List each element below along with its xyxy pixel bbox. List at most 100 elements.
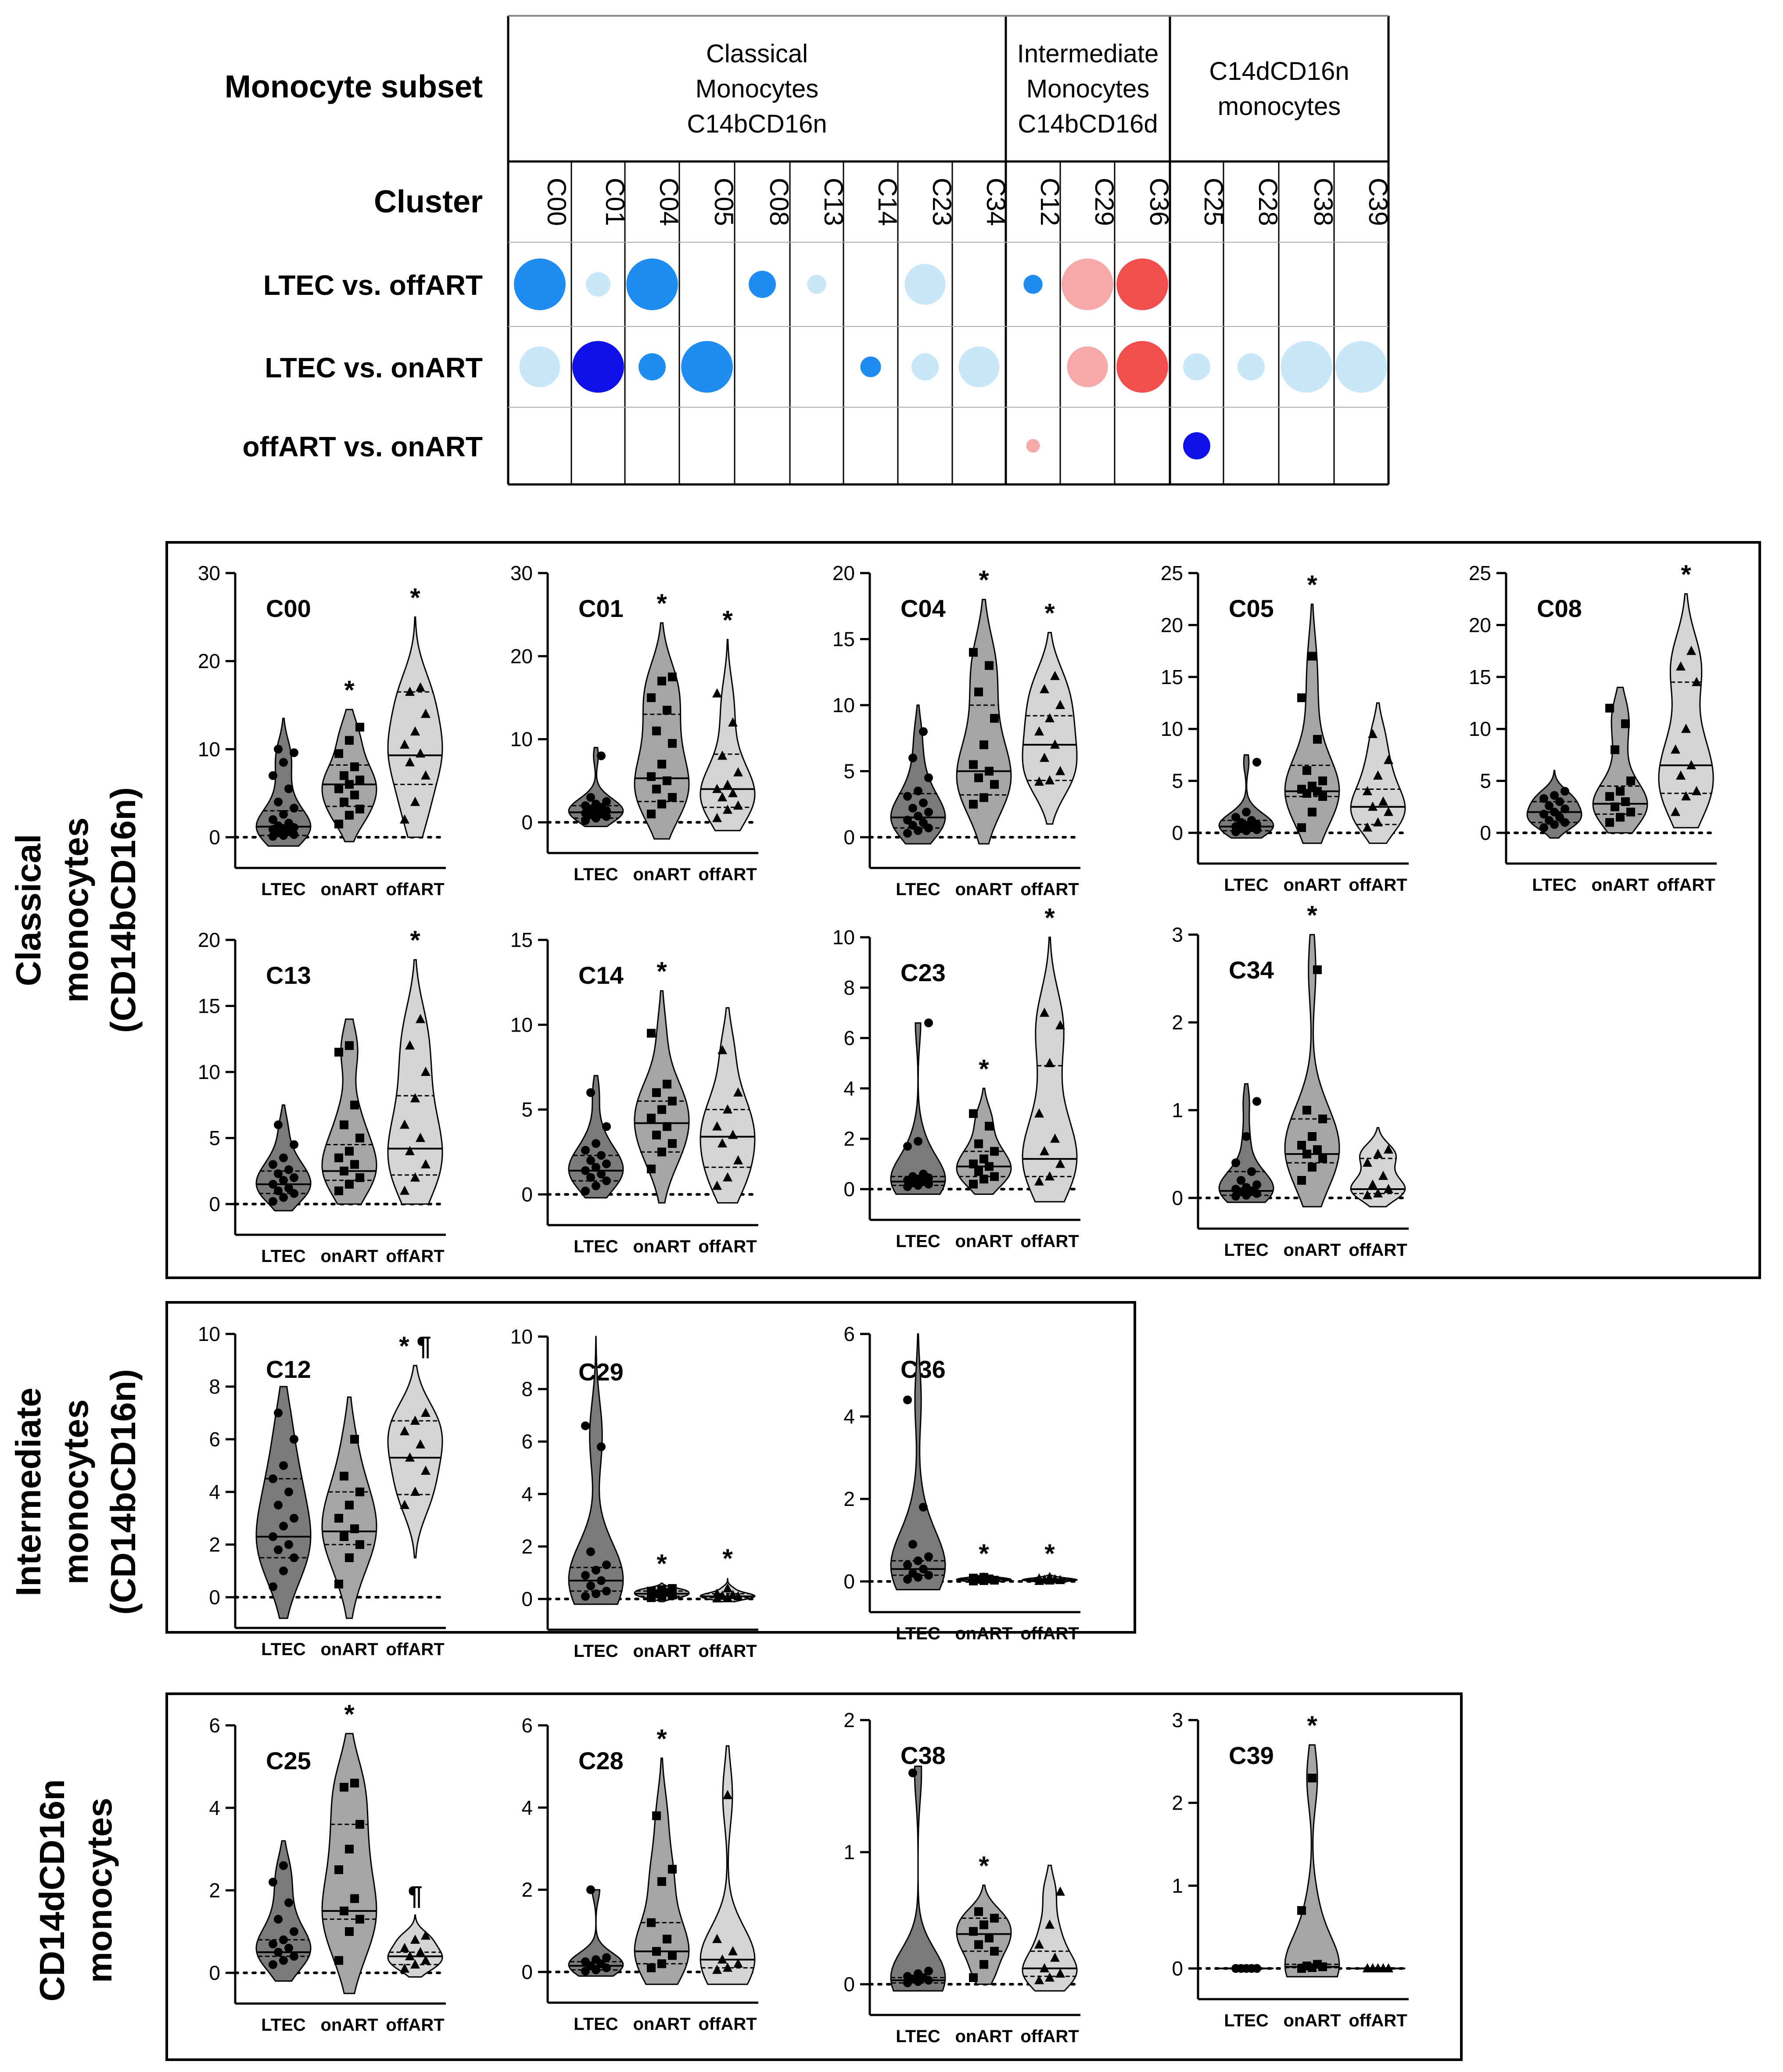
data-point [290,1553,298,1562]
data-point [728,1946,738,1956]
violin-panel-c23: 0 2 4 6 8 10 C23 LTEC * onART * offART [832,903,1082,1251]
data-point [350,1101,359,1110]
y-tick-label: 0 [843,1570,855,1593]
data-point [410,1416,420,1425]
data-point [908,1768,917,1778]
data-point [284,1540,293,1549]
y-tick-label: 0 [209,1586,220,1609]
x-category-label: onART [633,865,690,884]
data-point [355,1488,364,1496]
data-point [1045,1572,1055,1581]
data-point [290,1173,298,1182]
y-tick-label: 3 [1172,923,1183,946]
comparison-dot [572,341,624,393]
data-point [334,1956,343,1965]
y-tick-label: 30 [510,562,533,584]
data-point [274,797,283,807]
cluster-label: C13 [819,178,848,226]
data-point [1378,1171,1388,1180]
data-point [400,814,409,824]
data-point [723,1172,732,1182]
data-point [405,1040,415,1050]
data-point [723,1962,732,1972]
data-point [410,1934,420,1944]
y-tick-label: 20 [510,645,533,667]
x-category-label: offART [698,865,757,884]
data-point [647,772,656,781]
data-point [592,1566,600,1575]
data-point [345,736,354,745]
data-point [985,661,994,670]
panel-title: C01 [578,595,624,622]
panel-title: C29 [578,1358,624,1386]
comparison-label: LTEC vs. onART [265,352,483,384]
data-point [274,1914,283,1924]
significance-mark: * [344,1699,355,1729]
significance-mark: * [1044,903,1055,932]
data-point [663,706,671,715]
group-title: C14bCD16n [687,110,827,138]
data-point [592,1589,600,1599]
x-category-label: LTEC [574,1642,618,1661]
significance-mark: * [1044,1539,1055,1568]
data-point [334,1514,343,1523]
violin-offart [1022,936,1078,1203]
x-category-label: onART [955,1232,1012,1251]
data-point [1231,813,1240,822]
data-point [728,1129,738,1139]
data-point [908,1172,917,1181]
x-category-label: offART [698,1642,757,1661]
violin-ltec [890,1333,946,1591]
data-point [416,682,425,692]
cluster-label: C08 [764,178,794,226]
significance-mark: * [979,1539,989,1568]
data-point [269,1532,277,1541]
data-point [416,1439,425,1448]
data-point [657,760,666,769]
data-point [340,771,348,780]
violin-onart [321,1733,377,1994]
data-point [919,1169,928,1179]
data-point [974,1167,983,1176]
data-point [1671,807,1680,816]
y-tick-label: 2 [843,1709,855,1731]
group-title: Monocytes [696,75,818,103]
data-point [668,1951,677,1960]
data-point [284,1898,293,1907]
data-point [985,767,994,776]
group-title: C14bCD16d [1018,110,1158,138]
x-category-label: LTEC [1224,1240,1268,1260]
y-tick-label: 2 [843,1488,855,1510]
x-category-label: offART [1349,2011,1407,2030]
data-point [1373,770,1383,780]
violin-onart [321,709,377,842]
data-point [1611,802,1619,811]
data-point [1550,807,1559,817]
data-point [290,1952,298,1961]
y-tick-label: 4 [209,1796,220,1819]
panel-group-label: monocytes [56,1399,95,1584]
data-point [974,1907,983,1916]
y-tick-label: 15 [1161,666,1183,688]
data-point [969,799,978,809]
data-point [663,1079,671,1089]
y-tick-label: 10 [198,1061,220,1083]
data-point [416,1947,425,1956]
data-point [718,1138,727,1147]
data-point [345,1927,354,1936]
data-point [1045,1972,1055,1982]
data-point [733,767,743,777]
data-point [586,793,595,802]
comparison-dot [807,275,826,294]
data-point [1050,1952,1060,1962]
data-point [421,770,431,780]
violin-offart [700,1745,756,1985]
data-point [969,760,978,769]
significance-mark: * [657,589,667,618]
data-point [1297,1176,1306,1185]
data-point [350,1524,359,1533]
group-title: Monocytes [1026,75,1149,103]
x-category-label: LTEC [261,880,305,899]
data-point [712,1593,722,1602]
data-point [985,1122,994,1131]
